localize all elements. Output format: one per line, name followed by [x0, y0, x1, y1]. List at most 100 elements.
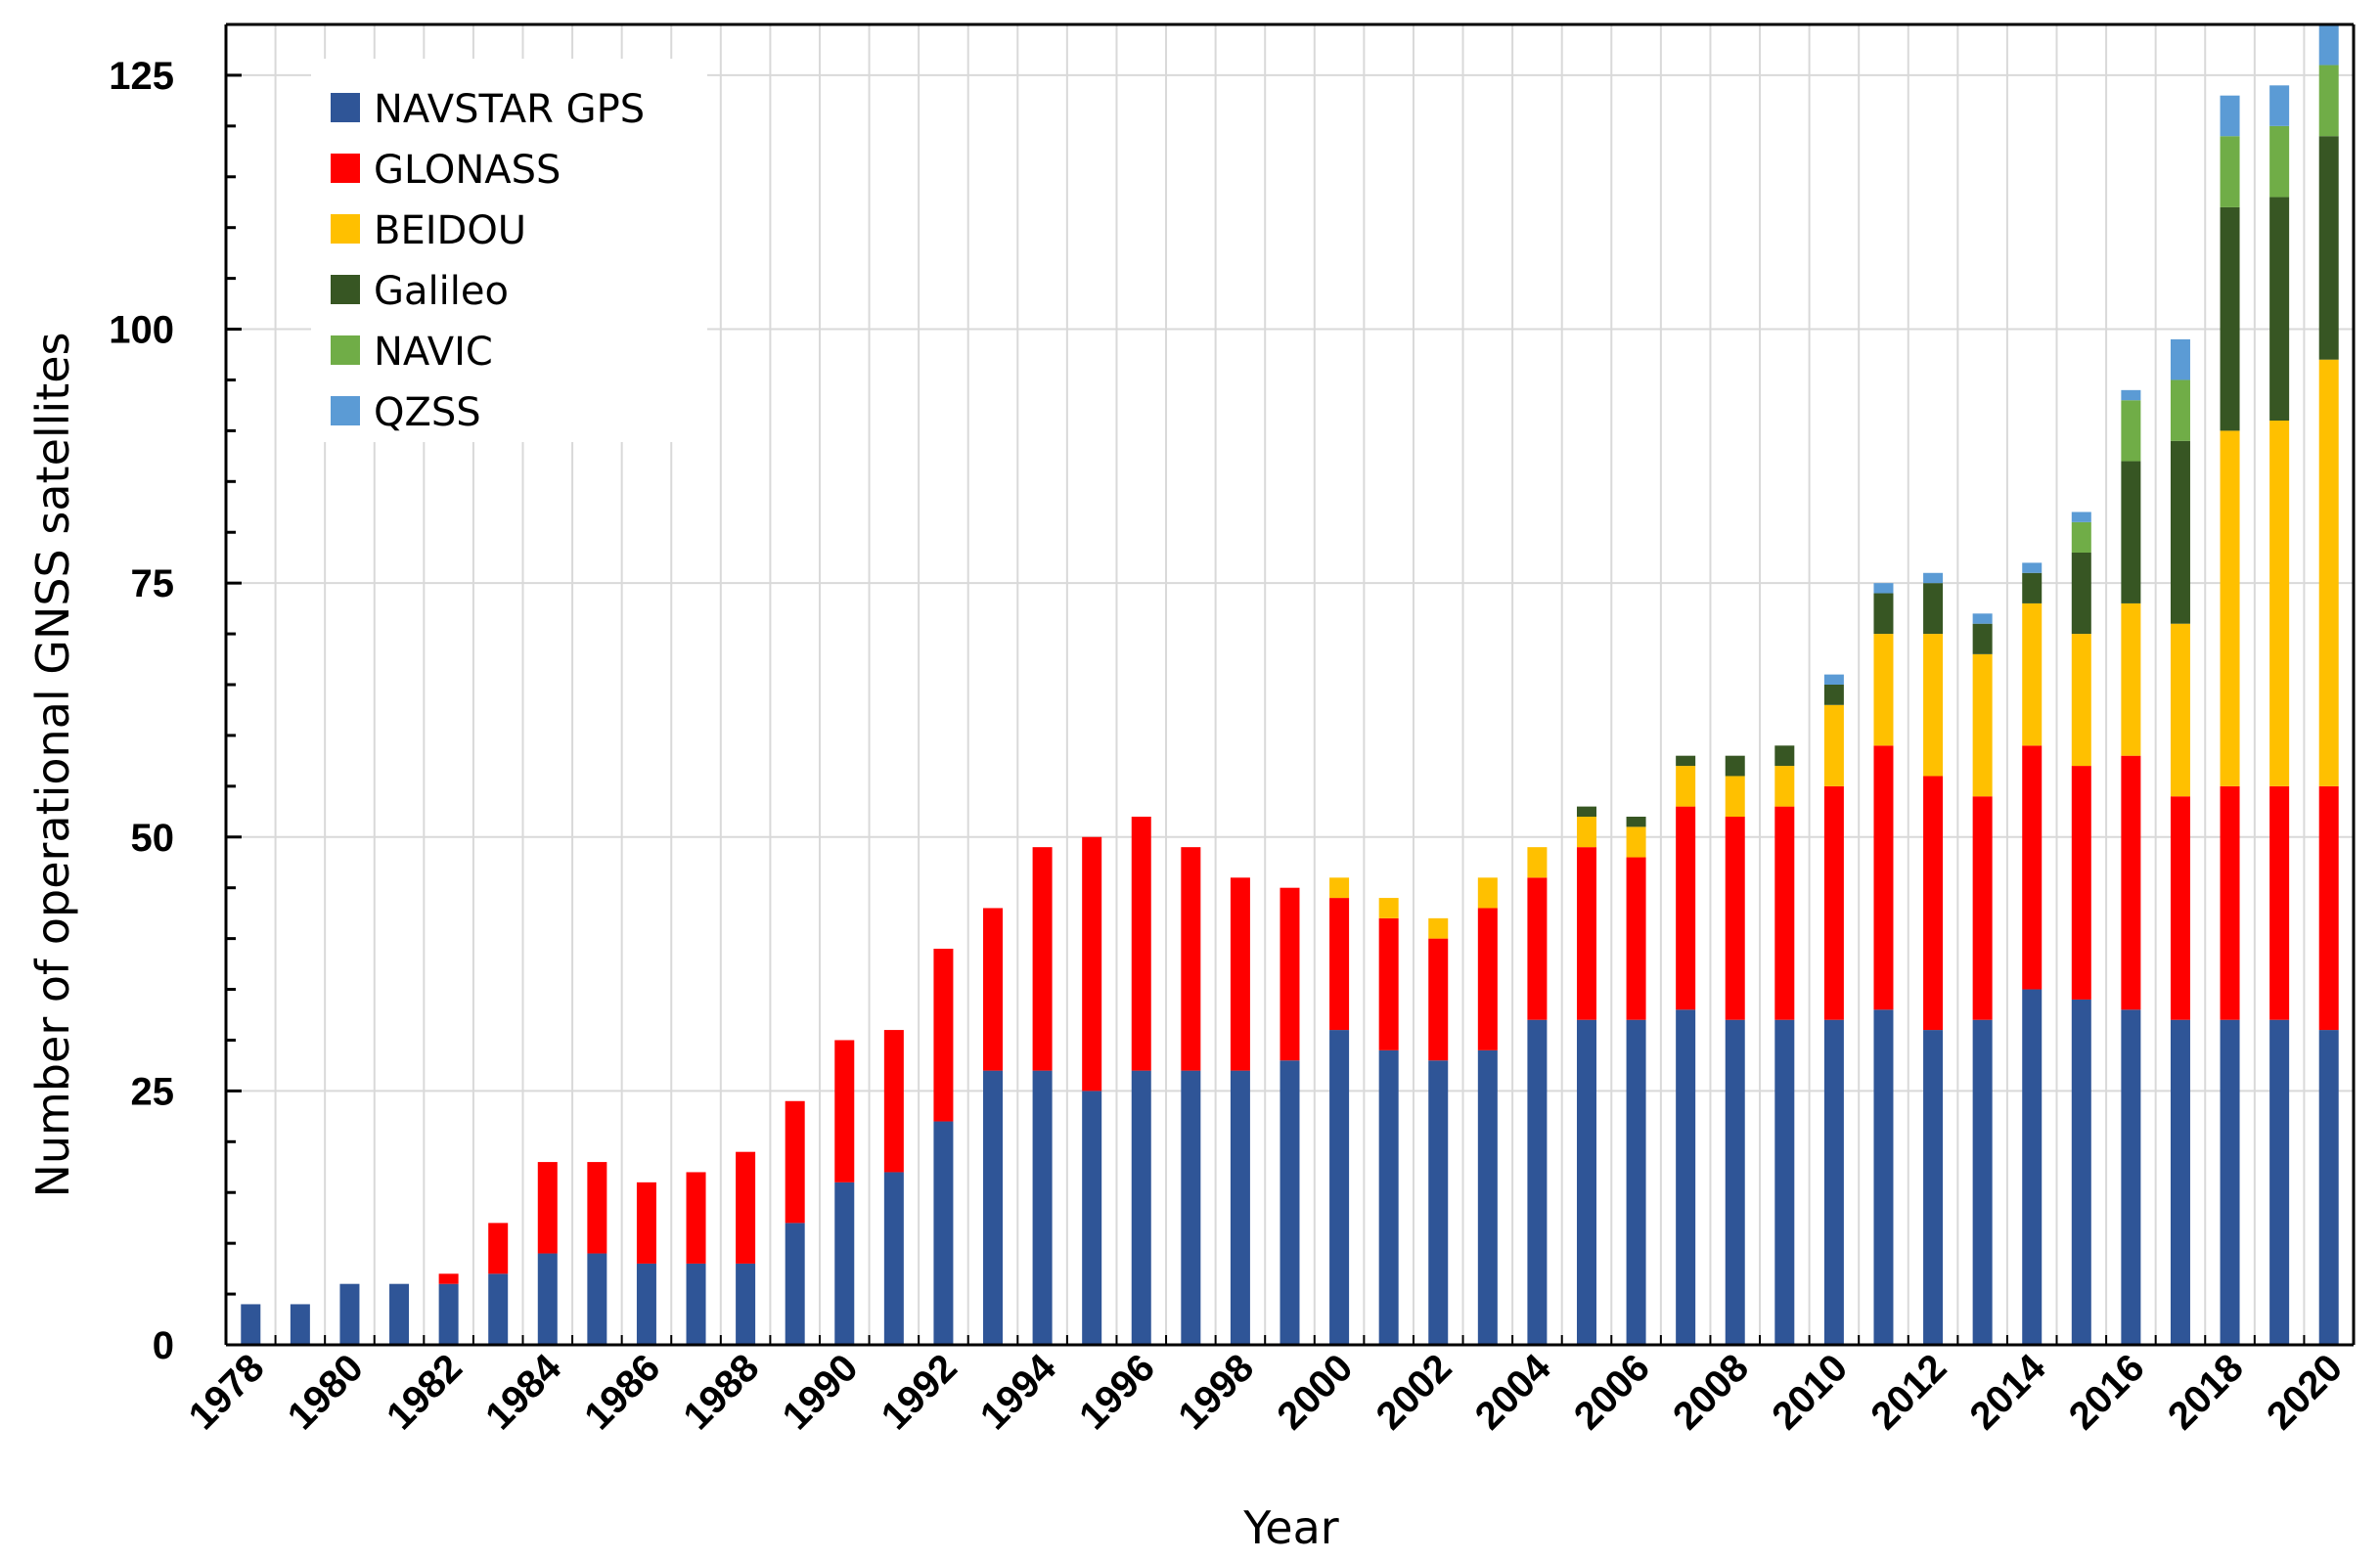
bar-navstar-gps-1998	[1230, 1070, 1250, 1345]
bar-navstar-gps-2010	[1823, 1019, 1844, 1345]
bar-beidou-2012	[1923, 634, 1944, 777]
bar-glonass-2011	[1873, 745, 1894, 1010]
legend-label: BEIDOU	[374, 208, 526, 253]
bar-navstar-gps-1984	[537, 1253, 558, 1345]
bar-glonass-2005	[1576, 847, 1596, 1020]
bar-galileo-2011	[1873, 593, 1894, 635]
bar-glonass-2020	[2318, 785, 2339, 1031]
legend-swatch	[331, 335, 360, 365]
bar-navstar-gps-1979	[290, 1304, 310, 1345]
bar-qzss-2018	[2220, 95, 2240, 137]
bar-stack-1992	[933, 949, 954, 1345]
bar-glonass-1995	[1082, 836, 1102, 1092]
x-tick-label-1990: 1990	[775, 1346, 867, 1438]
bar-glonass-2016	[2121, 755, 2141, 1010]
bar-qzss-2010	[1823, 674, 1844, 685]
bar-glonass-2013	[1972, 796, 1993, 1020]
bar-navstar-gps-1992	[933, 1121, 954, 1345]
bar-navstar-gps-1996	[1131, 1070, 1151, 1345]
bar-navstar-gps-1982	[438, 1283, 459, 1345]
bar-glonass-2010	[1823, 785, 1844, 1020]
bar-stack-2005	[1576, 806, 1596, 1345]
bar-glonass-1999	[1280, 887, 1300, 1061]
x-tick-label-1986: 1986	[576, 1346, 668, 1438]
bar-stack-2004	[1527, 847, 1548, 1345]
bar-glonass-2014	[2022, 745, 2043, 990]
bar-glonass-2015	[2071, 766, 2091, 1000]
bar-stack-2013	[1972, 613, 1993, 1345]
y-tick-label-75: 75	[131, 562, 175, 605]
bar-beidou-2010	[1823, 704, 1844, 786]
bar-navstar-gps-2007	[1676, 1009, 1696, 1345]
x-tick-label-1994: 1994	[972, 1346, 1065, 1439]
bar-glonass-1998	[1230, 877, 1250, 1071]
bar-navstar-gps-2015	[2071, 999, 2091, 1345]
bar-beidou-2006	[1626, 826, 1646, 858]
bar-beidou-2008	[1725, 776, 1745, 817]
bar-stack-2012	[1923, 572, 1944, 1345]
x-tick-label-2014: 2014	[1962, 1346, 2055, 1439]
bar-navstar-gps-1985	[587, 1253, 607, 1345]
bar-navstar-gps-2018	[2220, 1019, 2240, 1345]
y-tick-label-100: 100	[109, 309, 174, 352]
bar-glonass-1989	[785, 1100, 805, 1224]
bar-navstar-gps-1994	[1032, 1070, 1053, 1345]
bar-beidou-2015	[2071, 634, 2091, 767]
x-tick-label-1980: 1980	[280, 1346, 372, 1438]
bar-qzss-2012	[1923, 572, 1944, 584]
bar-beidou-2020	[2318, 359, 2339, 786]
bar-glonass-2001	[1378, 917, 1399, 1050]
bar-stack-1985	[587, 1162, 607, 1345]
bar-stack-1981	[389, 1283, 410, 1345]
bar-galileo-2018	[2220, 206, 2240, 431]
bar-glonass-1991	[883, 1030, 904, 1173]
bar-glonass-1997	[1181, 847, 1201, 1071]
legend-item-beidou: BEIDOU	[331, 208, 526, 253]
bar-navstar-gps-1988	[736, 1263, 756, 1345]
bar-galileo-2014	[2022, 572, 2043, 603]
bar-stack-2011	[1873, 583, 1894, 1345]
bar-qzss-2013	[1972, 613, 1993, 624]
x-tick-label-1978: 1978	[181, 1346, 273, 1438]
legend-item-qzss: QZSS	[331, 390, 481, 435]
legend-swatch	[331, 93, 360, 122]
bar-beidou-2018	[2220, 430, 2240, 786]
bar-beidou-2001	[1378, 898, 1399, 918]
bar-galileo-2010	[1823, 685, 1844, 705]
bar-navstar-gps-2000	[1329, 1030, 1350, 1345]
bar-glonass-1994	[1032, 847, 1053, 1071]
bar-stack-2007	[1676, 755, 1696, 1345]
bar-stack-1980	[339, 1283, 360, 1345]
bar-stack-2018	[2220, 95, 2240, 1345]
bar-galileo-2009	[1774, 745, 1795, 767]
bar-qzss-2014	[2022, 562, 2043, 573]
bar-stack-1994	[1032, 847, 1053, 1345]
bar-galileo-2019	[2269, 197, 2290, 421]
bar-navstar-gps-1987	[686, 1263, 706, 1345]
bar-galileo-2007	[1676, 755, 1696, 767]
legend-item-navstar-gps: NAVSTAR GPS	[331, 87, 645, 132]
bar-stack-2001	[1378, 898, 1399, 1345]
bar-stack-2009	[1774, 745, 1795, 1345]
x-tick-label-2002: 2002	[1369, 1346, 1460, 1438]
bar-beidou-2017	[2170, 623, 2190, 797]
bar-stacks	[241, 24, 2339, 1345]
x-tick-label-2006: 2006	[1566, 1346, 1658, 1438]
y-tick-label-125: 125	[109, 55, 174, 98]
bar-stack-1996	[1131, 817, 1151, 1345]
x-tick-label-2004: 2004	[1467, 1346, 1560, 1439]
x-tick-label-2016: 2016	[2061, 1346, 2153, 1438]
bar-beidou-2000	[1329, 877, 1350, 899]
bar-galileo-2013	[1972, 623, 1993, 654]
legend-swatch	[331, 214, 360, 244]
bar-navstar-gps-1990	[834, 1182, 855, 1345]
bar-navstar-gps-1995	[1082, 1091, 1102, 1345]
y-tick-label-0: 0	[153, 1324, 174, 1367]
bar-stack-1997	[1181, 847, 1201, 1345]
bar-glonass-2017	[2170, 796, 2190, 1020]
bar-navstar-gps-2019	[2269, 1019, 2290, 1345]
legend-label: Galileo	[374, 269, 509, 314]
y-axis-title: Number of operational GNSS satellites	[26, 332, 79, 1197]
bar-glonass-2008	[1725, 817, 1745, 1020]
